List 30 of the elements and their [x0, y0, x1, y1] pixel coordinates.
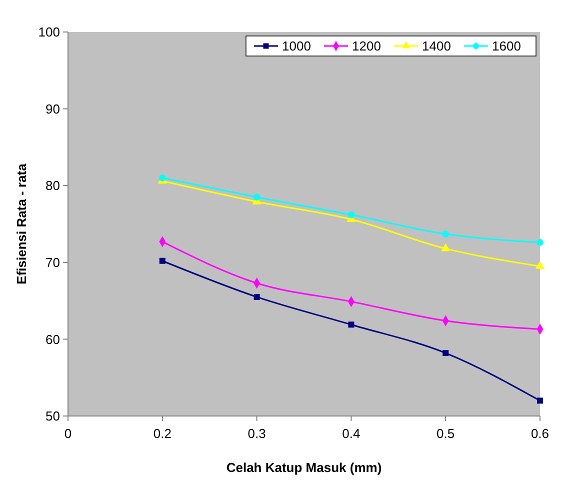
point — [535, 260, 545, 269]
point — [254, 294, 260, 300]
legend-label: 1200 — [352, 38, 381, 54]
x-tick-label: 0.6 — [530, 426, 550, 441]
point — [442, 350, 449, 356]
x-tick-label: 0 — [64, 426, 72, 441]
legend-label: 1400 — [422, 38, 451, 54]
x-tick-label: 0.2 — [153, 426, 172, 441]
y-axis-title: Efisiensi Rata - rata — [14, 162, 29, 284]
y-tick-label: 80 — [46, 178, 60, 194]
legend-label: 1600 — [492, 38, 521, 54]
point — [442, 230, 449, 238]
point — [441, 243, 450, 252]
point — [348, 322, 354, 328]
y-tick-label: 90 — [46, 101, 60, 116]
point — [253, 194, 260, 200]
point — [536, 239, 544, 246]
point — [159, 174, 166, 182]
point — [159, 258, 166, 264]
x-tick-label: 0.5 — [436, 426, 455, 441]
y-tick-label: 60 — [46, 332, 60, 347]
y-tick-label: 70 — [46, 254, 60, 270]
point — [537, 398, 543, 404]
x-tick-label: 0.3 — [248, 426, 266, 441]
legend-label: 1000 — [282, 38, 311, 54]
point — [348, 211, 355, 218]
y-tick-label: 100 — [38, 24, 60, 40]
y-tick-label: 50 — [46, 408, 60, 424]
x-tick-label: 0.4 — [342, 426, 360, 441]
x-axis-title: Celah Katup Masuk (mm) — [226, 460, 382, 475]
